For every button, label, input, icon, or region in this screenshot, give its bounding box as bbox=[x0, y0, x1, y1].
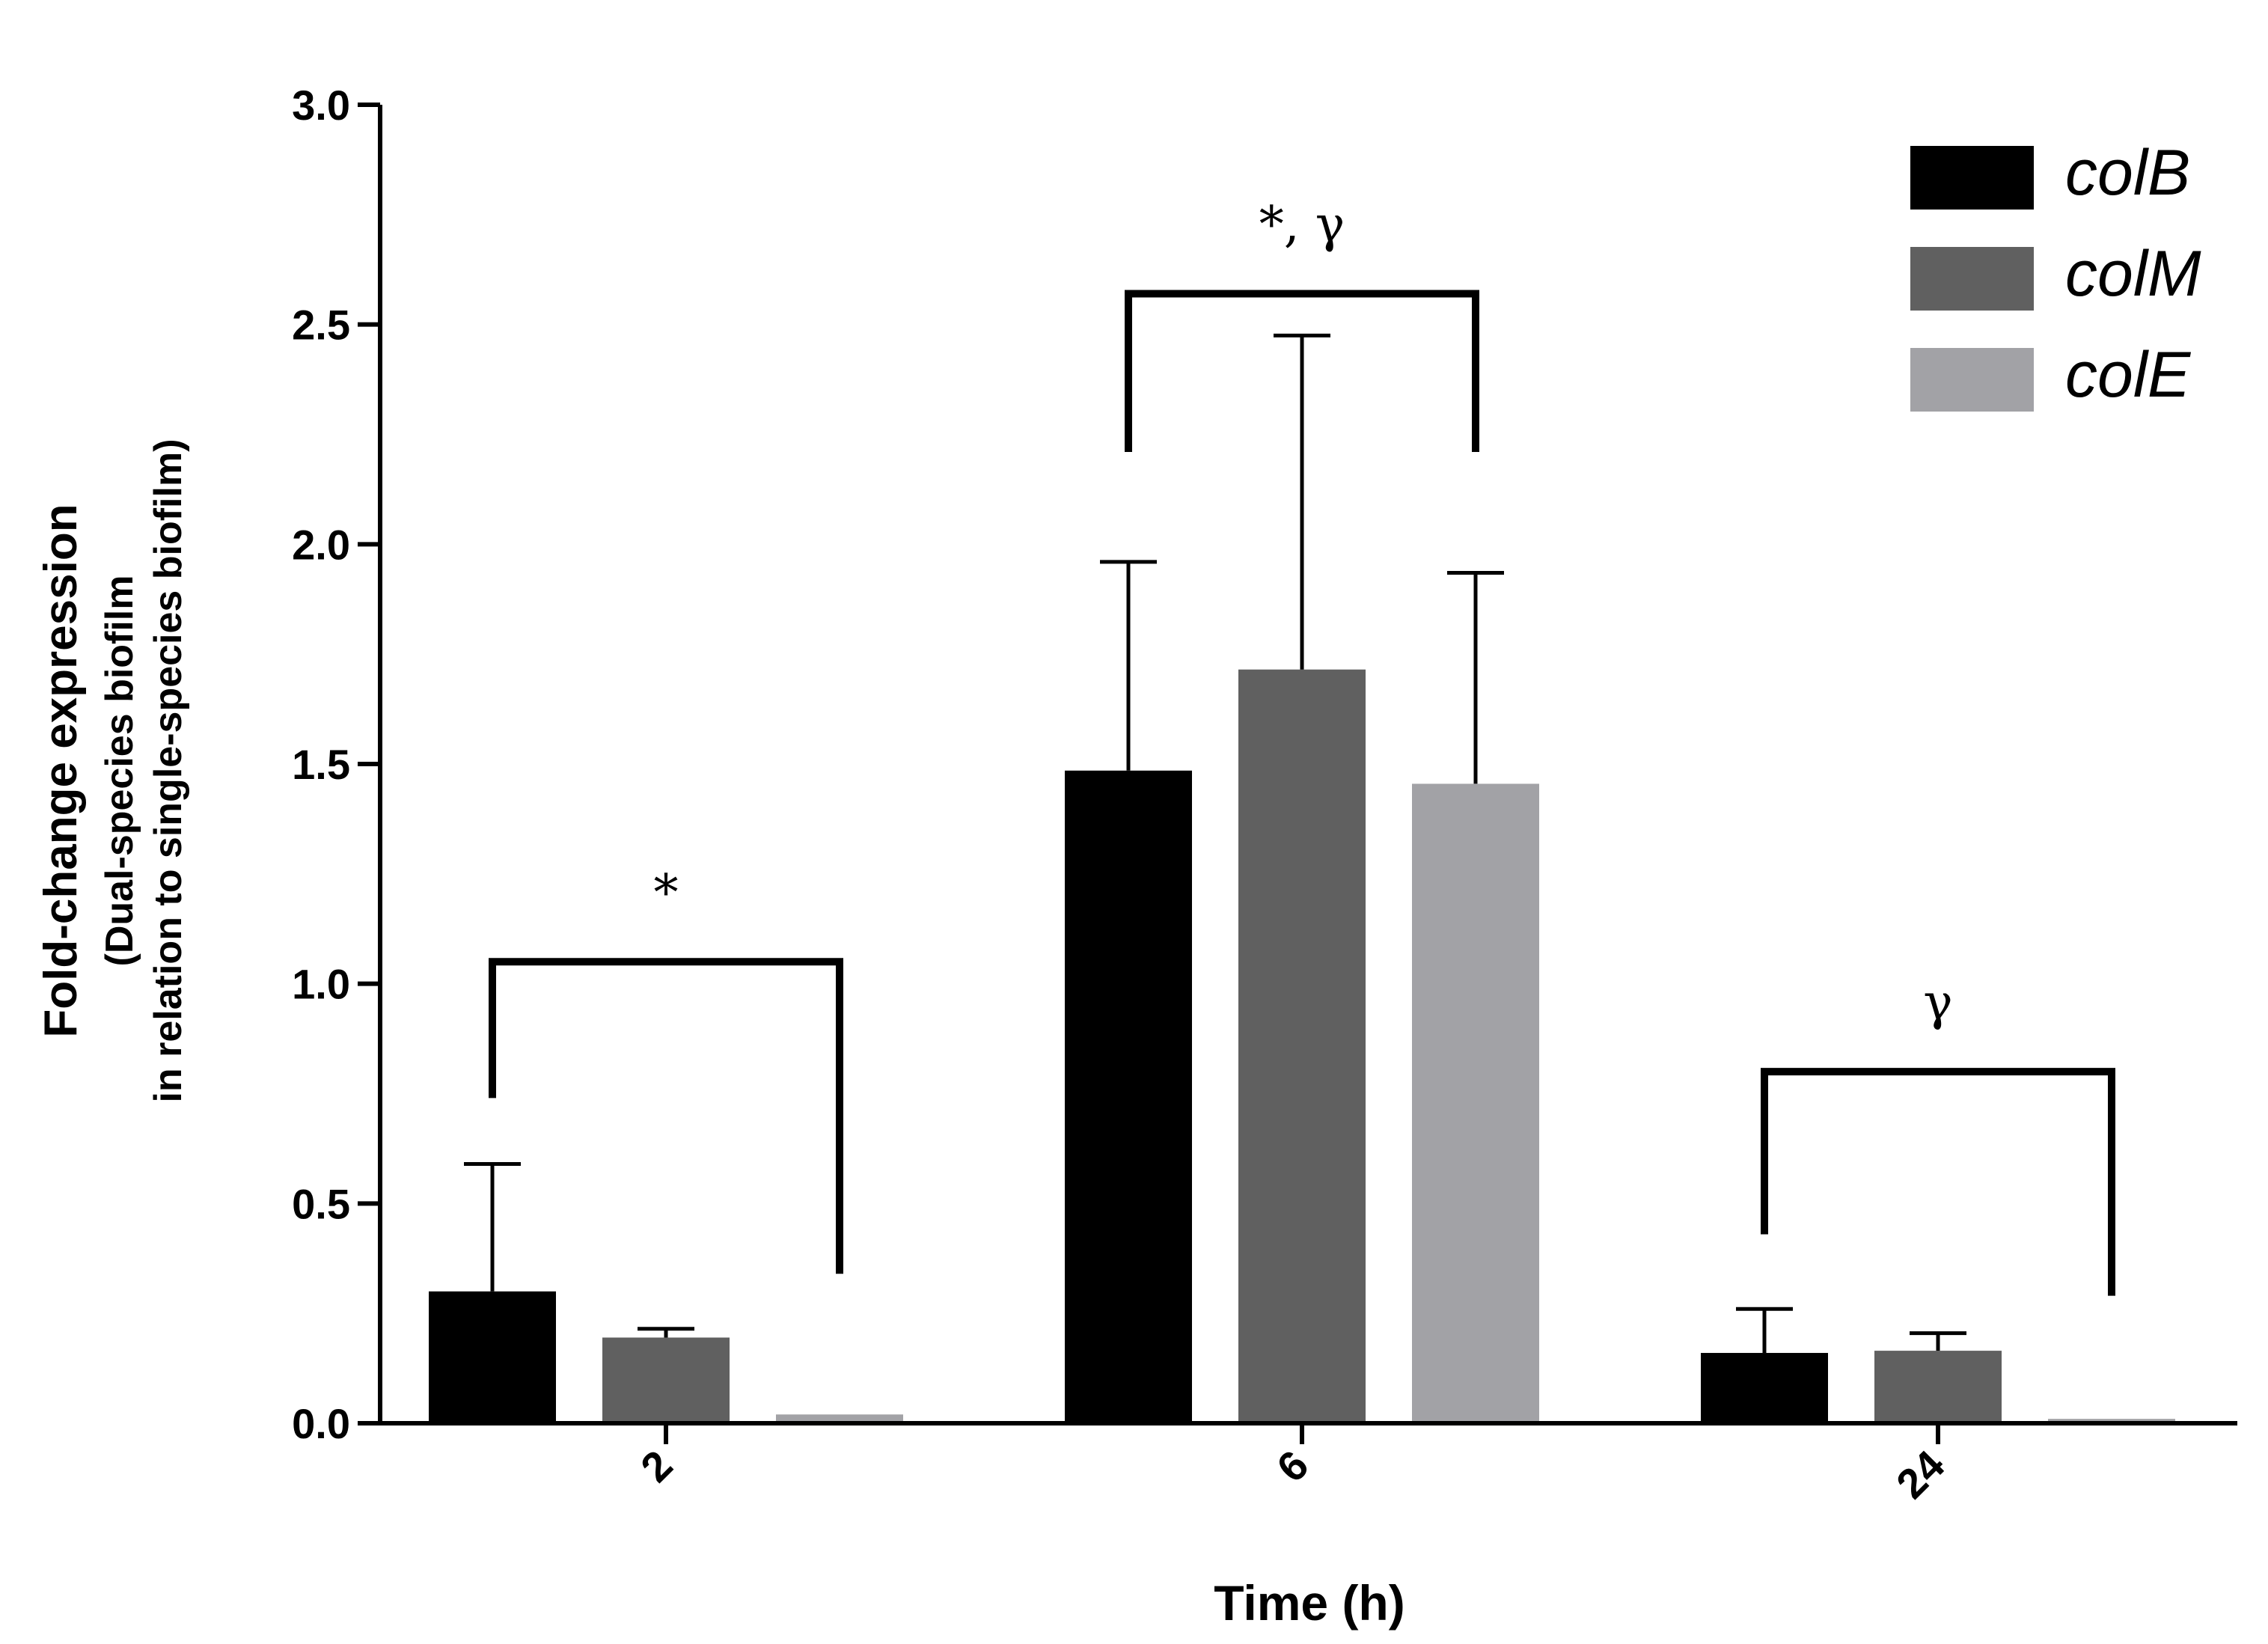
significance-bracket bbox=[489, 958, 843, 1274]
y-tick-label: 0.5 bbox=[292, 1180, 350, 1227]
bar bbox=[1238, 669, 1366, 1423]
y-tick-label: 2.0 bbox=[292, 521, 350, 568]
annotations-layer: * *, γ γ bbox=[489, 196, 2115, 1296]
x-tick-label: 24 bbox=[1887, 1441, 1954, 1508]
y-tick-label: 3.0 bbox=[292, 82, 350, 129]
x-axis-title: Time (h) bbox=[1214, 1575, 1404, 1631]
x-tick-label: 6 bbox=[1268, 1441, 1318, 1491]
bar bbox=[1874, 1351, 2002, 1423]
legend-swatch bbox=[1910, 146, 2034, 210]
bar bbox=[1701, 1353, 1828, 1423]
legend-label: colM bbox=[2065, 238, 2201, 310]
bar bbox=[1065, 770, 1192, 1423]
bar bbox=[602, 1337, 730, 1423]
legend-label: colB bbox=[2065, 137, 2190, 209]
x-axis-ticks: 2 6 24 bbox=[632, 1423, 1954, 1508]
bars-layer bbox=[429, 333, 2175, 1423]
y-tick-label: 1.0 bbox=[292, 961, 350, 1008]
y-axis-subtitle-1: (Dual-species biofilm bbox=[98, 575, 141, 967]
y-axis-title: Fold-change expression bbox=[35, 504, 87, 1037]
y-axis-title-group: Fold-change expression (Dual-species bio… bbox=[35, 438, 190, 1102]
bar bbox=[429, 1291, 556, 1423]
significance-label: γ bbox=[1923, 974, 1952, 1031]
legend-swatch bbox=[1910, 247, 2034, 311]
y-tick-label: 1.5 bbox=[292, 741, 350, 788]
legend-swatch bbox=[1910, 348, 2034, 412]
significance-label: * bbox=[654, 864, 679, 921]
y-tick-label: 2.5 bbox=[292, 302, 350, 349]
legend-label: colE bbox=[2065, 339, 2192, 411]
significance-bracket bbox=[1761, 1068, 2115, 1296]
legend: colB colM colE bbox=[1910, 137, 2201, 412]
bar bbox=[1412, 783, 1539, 1423]
significance-label: *, γ bbox=[1259, 196, 1345, 254]
bar bbox=[776, 1414, 903, 1423]
significance-bracket bbox=[1125, 290, 1479, 452]
y-tick-label: 0.0 bbox=[292, 1400, 350, 1447]
y-axis-ticks: 0.0 0.5 1.0 1.5 2.0 2.5 3.0 bbox=[292, 82, 380, 1447]
x-tick-label: 2 bbox=[632, 1441, 682, 1491]
y-axis-subtitle-2: in relation to single-species biofilm) bbox=[147, 438, 190, 1102]
